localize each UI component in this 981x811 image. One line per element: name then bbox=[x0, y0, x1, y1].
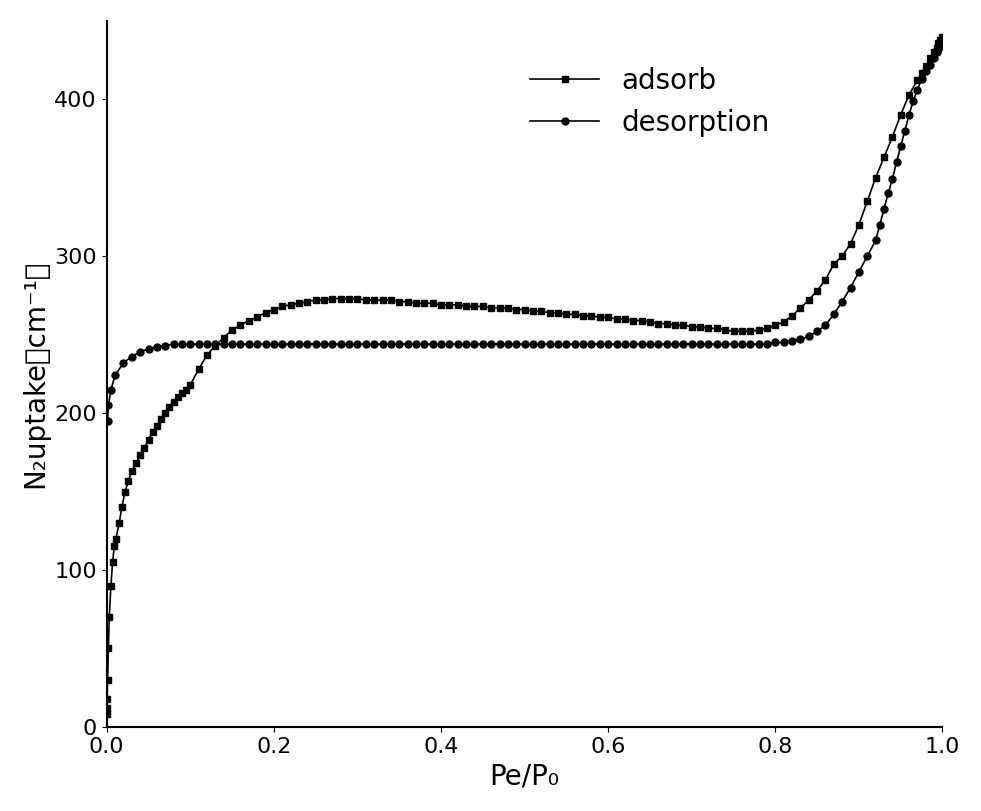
adsorb bbox=[251, 312, 263, 322]
adsorb bbox=[934, 35, 946, 45]
desorption bbox=[928, 54, 940, 63]
desorption bbox=[102, 416, 114, 426]
adsorb bbox=[936, 32, 948, 41]
adsorb bbox=[108, 542, 120, 551]
desorption bbox=[931, 47, 943, 57]
desorption bbox=[243, 339, 255, 349]
desorption bbox=[318, 339, 330, 349]
adsorb bbox=[164, 402, 176, 412]
Line: adsorb: adsorb bbox=[103, 33, 945, 718]
adsorb bbox=[543, 308, 555, 318]
desorption bbox=[151, 342, 163, 352]
Legend: adsorb, desorption: adsorb, desorption bbox=[519, 56, 781, 148]
Line: desorption: desorption bbox=[104, 41, 945, 424]
desorption bbox=[936, 40, 948, 49]
desorption bbox=[719, 339, 731, 349]
adsorb bbox=[101, 703, 113, 713]
adsorb bbox=[101, 710, 113, 719]
X-axis label: Pe/P₀: Pe/P₀ bbox=[490, 762, 559, 790]
Y-axis label: N₂uptake（cm⁻¹）: N₂uptake（cm⁻¹） bbox=[21, 260, 49, 488]
